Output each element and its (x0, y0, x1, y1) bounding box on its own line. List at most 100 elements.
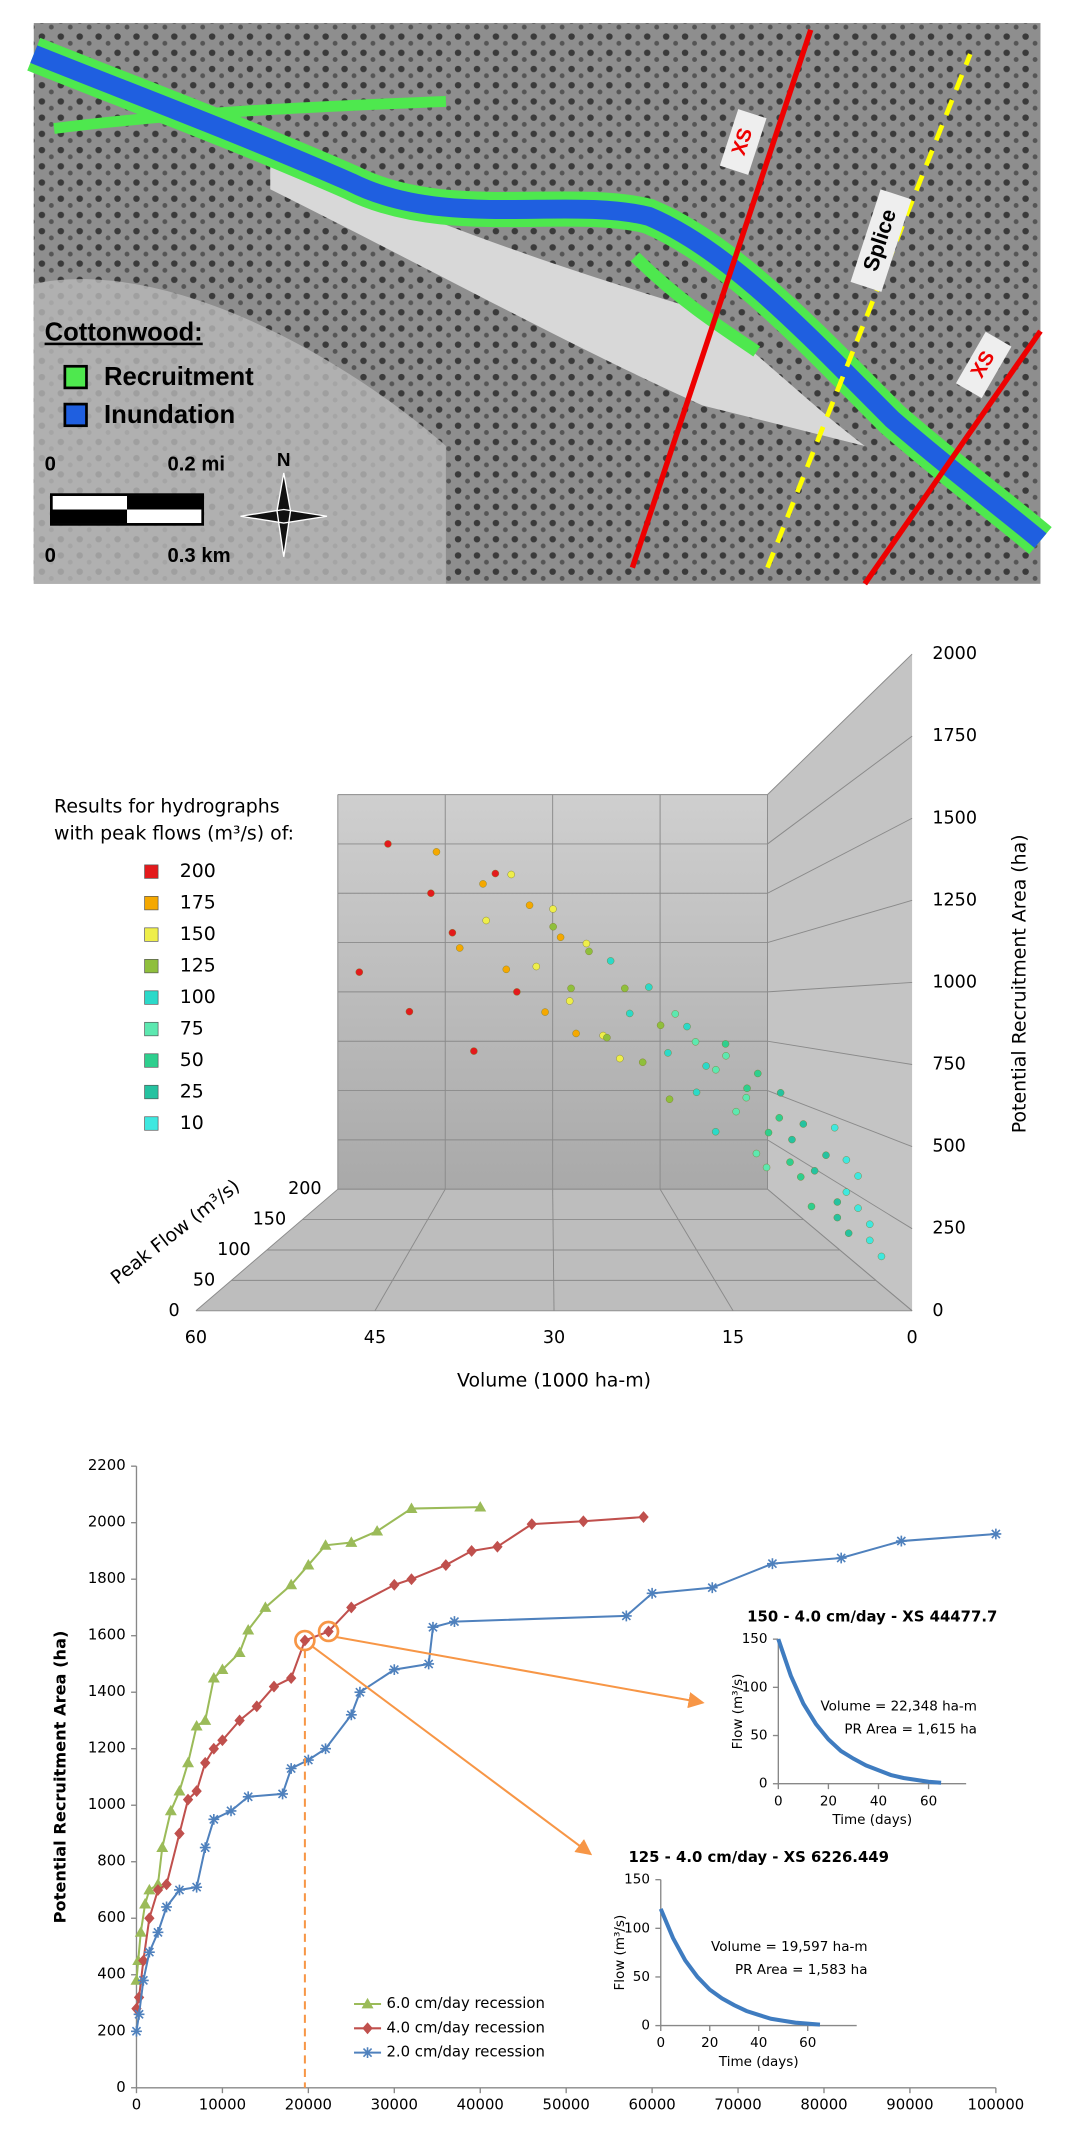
y-tick-label: 250 (932, 1219, 966, 1239)
data-point (285, 1763, 297, 1774)
scale-bar (51, 509, 128, 524)
map: XS Splice XS Cottonwood: Recruitment Inu… (27, 23, 1052, 586)
data-point (138, 1954, 149, 1967)
grid-line (767, 1040, 913, 1065)
legend-marker (361, 1997, 374, 2009)
data-point (752, 1149, 761, 1158)
data-point (345, 1709, 357, 1721)
data-point (405, 1007, 414, 1016)
data-point (355, 968, 364, 976)
x-tick-label: 60000 (628, 2095, 675, 2113)
data-point (990, 1528, 1002, 1540)
series-line (658, 1908, 821, 2027)
y-tick-label: 800 (97, 1852, 125, 1870)
data-point (152, 1926, 164, 1938)
y-axis-title: Flow (m³/s) (730, 1674, 746, 1750)
legend-swatch (144, 927, 159, 942)
x-tick-label: 10000 (199, 2095, 246, 2113)
data-point (133, 2008, 145, 2020)
data-point (702, 1062, 710, 1070)
data-point (156, 1841, 169, 1852)
data-point (182, 1756, 195, 1768)
data-point (842, 1188, 851, 1196)
x-axis-title: Time (days) (831, 1812, 912, 1828)
data-point (732, 1107, 740, 1116)
data-point (427, 1621, 439, 1633)
data-point (182, 1793, 194, 1806)
z-tick-label: 50 (193, 1270, 215, 1290)
grid-line (767, 653, 913, 795)
grid-line (767, 899, 913, 944)
data-point (683, 1022, 691, 1031)
y-tick-label: 2200 (88, 1456, 126, 1474)
legend-label: 125 (180, 955, 216, 977)
data-point (541, 1008, 549, 1016)
x-tick-label: 60 (799, 2035, 816, 2051)
data-point (191, 1881, 203, 1893)
x-tick-label: 90000 (886, 2095, 933, 2113)
data-point (854, 1172, 862, 1180)
data-point (712, 1066, 720, 1074)
z-tick-label: 0 (169, 1301, 180, 1321)
legend-label: 25 (180, 1081, 204, 1103)
data-point (164, 1804, 177, 1816)
data-point (371, 1525, 384, 1536)
y-tick-label: 500 (932, 1137, 966, 1157)
y-tick-label: 150 (742, 1631, 768, 1647)
x-tick-label: 20 (820, 1793, 837, 1809)
data-point (621, 984, 629, 993)
scale-label: 0 (45, 453, 56, 475)
data-point (721, 1040, 730, 1048)
x-tick-label: 100000 (968, 2095, 1025, 2113)
data-point (440, 1559, 452, 1571)
y-tick-label: 0 (932, 1301, 943, 1321)
data-point (502, 965, 510, 974)
highlight (317, 1620, 340, 1643)
inundation-area (30, 45, 1047, 548)
data-point (626, 1009, 634, 1018)
data-point (762, 1163, 771, 1172)
data-point (208, 1742, 220, 1755)
data-point (299, 1634, 311, 1647)
data-point (207, 1672, 220, 1683)
x-axis-title: Volume (1000 ha-m) (457, 1370, 651, 1392)
data-point (835, 1552, 847, 1564)
data-point (786, 1158, 794, 1166)
legend-swatch (63, 364, 88, 390)
annotation: PR Area = 1,615 ha (844, 1722, 977, 1738)
series-line (135, 1516, 644, 2009)
grid-line (767, 735, 913, 845)
y-tick-label: 0 (641, 2018, 650, 2034)
data-point (722, 1052, 730, 1060)
x-tick-label: 0 (132, 2095, 141, 2113)
data-point (268, 1680, 280, 1693)
chart-title: 125 - 4.0 cm/day - XS 6226.449 (628, 1848, 889, 1866)
data-point (432, 848, 441, 856)
data-point (320, 1743, 331, 1755)
data-point (139, 1898, 152, 1909)
data-point (866, 1220, 874, 1228)
data-point (161, 1901, 172, 1913)
data-point (354, 1686, 366, 1698)
data-point (161, 1878, 172, 1891)
y-tick-label: 150 (624, 1872, 650, 1888)
x-tick-label: 45 (364, 1328, 386, 1348)
y-axis-title: Flow (m³/s) (612, 1915, 628, 1991)
data-point (143, 1883, 156, 1895)
data-point (423, 1658, 435, 1670)
y-tick-label: 1600 (88, 1626, 126, 1644)
x-tick-label: 0 (774, 1793, 783, 1809)
data-point (388, 1664, 400, 1676)
data-point (585, 947, 593, 956)
data-point (174, 1827, 185, 1840)
data-point (345, 1536, 358, 1547)
data-point (776, 1089, 785, 1097)
legend-label: 2.0 cm/day recession (386, 2043, 544, 2061)
x-tick-label: 15 (722, 1328, 744, 1348)
data-point (174, 1884, 185, 1896)
north-arrow (240, 472, 328, 557)
y-tick-label: 1200 (88, 1739, 126, 1757)
y-tick-label: 100 (624, 1920, 650, 1936)
data-point (208, 1813, 220, 1825)
data-point (665, 1095, 674, 1103)
